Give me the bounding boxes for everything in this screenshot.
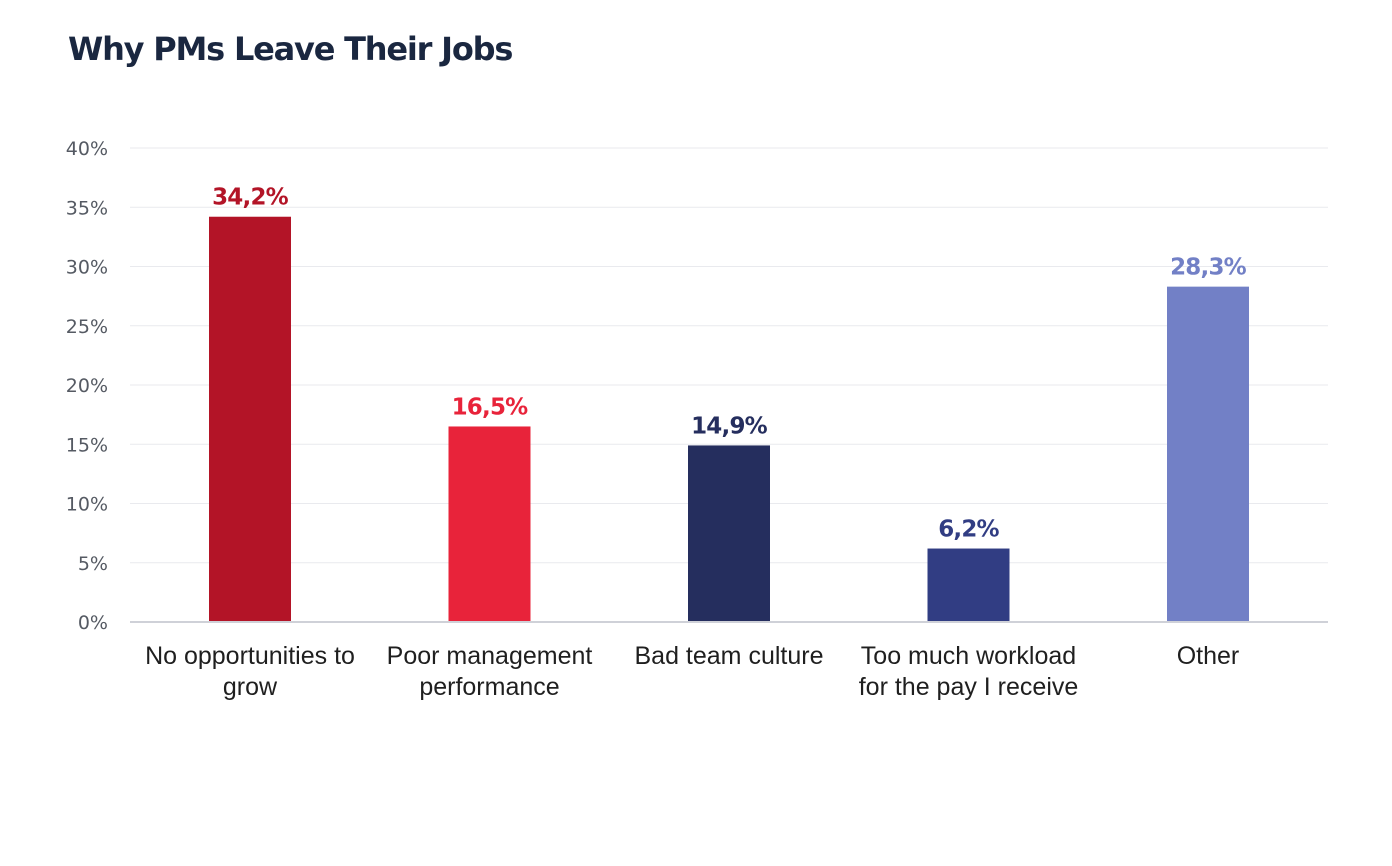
data-label: 6,2%	[938, 517, 999, 543]
category-label: Other	[1177, 642, 1240, 670]
bars	[209, 216, 1249, 623]
data-label: 28,3%	[1170, 255, 1247, 281]
bar	[688, 445, 770, 622]
data-label: 14,9%	[691, 413, 768, 439]
bar	[1167, 286, 1249, 622]
chart-title: Why PMs Leave Their Jobs	[68, 30, 513, 68]
y-tick-label: 0%	[78, 612, 108, 634]
data-label: 34,2%	[212, 185, 289, 211]
y-tick-label: 35%	[66, 197, 108, 219]
category-label: Bad team culture	[635, 642, 824, 670]
x-axis-categories: No opportunities to grow Poor management pe…	[145, 642, 1239, 701]
y-tick-label: 25%	[66, 316, 108, 338]
bar	[927, 548, 1010, 622]
y-axis-ticks: 0% 5% 10% 15% 20% 25% 30% 35% 40%	[66, 138, 108, 634]
y-tick-label: 20%	[66, 375, 108, 397]
data-label: 16,5%	[452, 394, 529, 420]
y-tick-label: 30%	[66, 257, 108, 279]
bar	[448, 426, 531, 622]
y-tick-label: 5%	[78, 553, 108, 575]
data-labels: 34,2% 16,5% 14,9% 6,2% 28,3%	[212, 185, 1247, 543]
y-tick-label: 40%	[66, 138, 108, 160]
category-label: No opportunities to grow	[145, 642, 355, 701]
y-tick-label: 15%	[66, 434, 108, 456]
y-tick-label: 10%	[66, 494, 108, 516]
category-label: Poor management performance	[387, 642, 593, 701]
bar	[209, 216, 291, 623]
category-label: Too much workload for the pay I receive	[859, 642, 1079, 701]
